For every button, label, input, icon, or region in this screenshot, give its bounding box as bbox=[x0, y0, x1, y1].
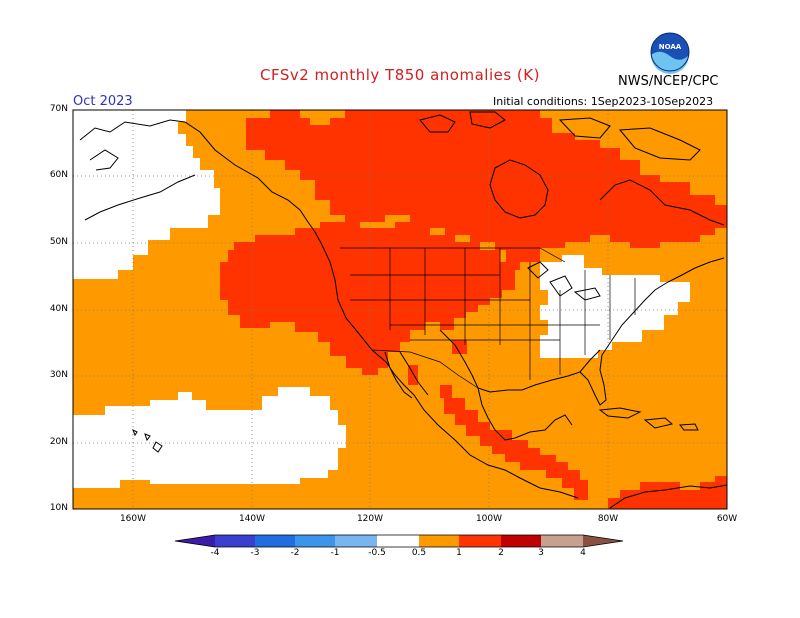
colorbar-label: 2 bbox=[498, 548, 504, 558]
colorbar-label: 4 bbox=[580, 548, 586, 558]
colorbar-label: -2 bbox=[290, 548, 300, 558]
colorbar-label: 3 bbox=[538, 548, 544, 558]
colorbar-label: 0.5 bbox=[411, 548, 427, 558]
agency-label: NWS/NCEP/CPC bbox=[618, 74, 719, 89]
lat-label-20n: 20N bbox=[49, 437, 68, 447]
initial-conditions: Initial conditions: 1Sep2023-10Sep2023 bbox=[493, 95, 714, 108]
lat-label-50n: 50N bbox=[49, 237, 68, 247]
strong-anomaly-regions bbox=[220, 104, 727, 509]
lat-label-70n: 70N bbox=[49, 104, 68, 114]
colorbar-p1-p2 bbox=[459, 535, 501, 547]
colorbar-m3-m2 bbox=[255, 535, 295, 547]
neutral-regions bbox=[73, 110, 690, 488]
lon-label-160w: 160W bbox=[119, 514, 147, 524]
lat-lon-grid bbox=[73, 110, 727, 509]
forecast-month: Oct 2023 bbox=[73, 94, 133, 109]
colorbar-label: -0.5 bbox=[368, 548, 386, 558]
lat-label-30n: 30N bbox=[49, 370, 68, 380]
lon-label-140w: 140W bbox=[238, 514, 266, 524]
lon-label-100w: 100W bbox=[475, 514, 503, 524]
colorbar-lt4 bbox=[175, 535, 215, 547]
lon-label-120w: 120W bbox=[356, 514, 384, 524]
colorbar-m2-m1 bbox=[295, 535, 335, 547]
colorbar-m1-m05 bbox=[335, 535, 377, 547]
lon-label-60w: 60W bbox=[716, 514, 738, 524]
colorbar-m4-m3 bbox=[215, 535, 255, 547]
colorbar-neutral bbox=[377, 535, 419, 547]
lat-label-10n: 10N bbox=[49, 503, 68, 513]
colorbar-gt4 bbox=[583, 535, 623, 547]
colorbar-label: 1 bbox=[456, 548, 462, 558]
political-borders bbox=[340, 247, 636, 389]
map-title: CFSv2 monthly T850 anomalies (K) bbox=[260, 66, 540, 84]
colorbar-p3-p4 bbox=[541, 535, 583, 547]
lat-label-60n: 60N bbox=[49, 170, 68, 180]
coastlines bbox=[79, 111, 728, 509]
colorbar-label: -4 bbox=[210, 548, 220, 558]
lat-label-40n: 40N bbox=[49, 304, 68, 314]
map-frame bbox=[72, 109, 728, 510]
colorbar-label: -1 bbox=[330, 548, 340, 558]
colorbar-label: -3 bbox=[250, 548, 260, 558]
colorbar-p05-p1 bbox=[419, 535, 459, 547]
colorbar-p2-p3 bbox=[501, 535, 541, 547]
colorbar bbox=[174, 534, 624, 548]
lon-label-80w: 80W bbox=[597, 514, 619, 524]
